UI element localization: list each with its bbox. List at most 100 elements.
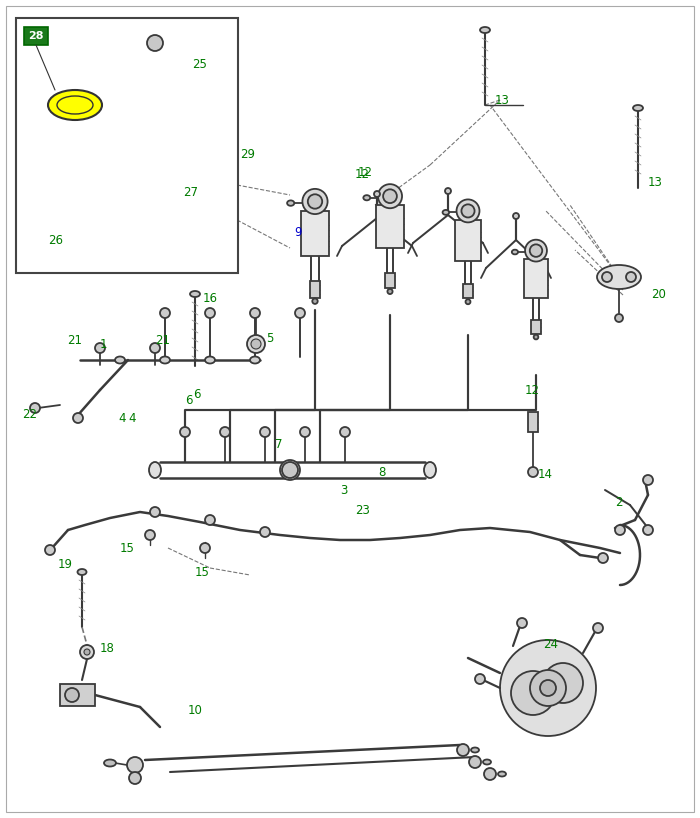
Text: 12: 12 — [525, 384, 540, 397]
Text: 10: 10 — [188, 703, 203, 717]
Bar — [524, 259, 549, 298]
Text: 20: 20 — [651, 289, 666, 302]
Circle shape — [517, 618, 527, 628]
Circle shape — [220, 427, 230, 437]
Circle shape — [30, 403, 40, 413]
Circle shape — [615, 314, 623, 322]
Circle shape — [180, 427, 190, 437]
Circle shape — [205, 308, 215, 318]
Ellipse shape — [250, 357, 260, 363]
Circle shape — [469, 756, 481, 768]
Text: 6: 6 — [185, 393, 193, 407]
Ellipse shape — [280, 460, 300, 480]
Text: 4: 4 — [128, 411, 136, 425]
Circle shape — [300, 427, 310, 437]
Bar — [385, 272, 396, 288]
Ellipse shape — [424, 462, 436, 478]
Text: 6: 6 — [193, 389, 200, 402]
Bar — [463, 284, 473, 299]
Circle shape — [387, 289, 393, 294]
Circle shape — [205, 515, 215, 525]
Text: 13: 13 — [648, 177, 663, 190]
Text: 19: 19 — [58, 559, 73, 572]
Text: 13: 13 — [495, 93, 510, 106]
Circle shape — [200, 543, 210, 553]
Circle shape — [84, 649, 90, 655]
Bar — [300, 211, 330, 256]
Circle shape — [251, 339, 261, 349]
Circle shape — [45, 545, 55, 555]
Circle shape — [340, 427, 350, 437]
Ellipse shape — [115, 357, 125, 363]
Circle shape — [484, 768, 496, 780]
FancyBboxPatch shape — [24, 27, 48, 45]
Circle shape — [525, 240, 547, 262]
Circle shape — [65, 688, 79, 702]
Circle shape — [150, 507, 160, 517]
Circle shape — [461, 204, 475, 218]
Circle shape — [513, 213, 519, 219]
Circle shape — [456, 200, 480, 222]
Circle shape — [445, 188, 451, 194]
Ellipse shape — [78, 569, 87, 575]
Circle shape — [308, 195, 322, 209]
Text: 5: 5 — [266, 332, 274, 345]
Ellipse shape — [160, 357, 170, 363]
Circle shape — [302, 189, 328, 214]
Circle shape — [540, 680, 556, 696]
Text: 18: 18 — [100, 641, 115, 654]
Bar — [148, 135, 162, 160]
Circle shape — [95, 343, 105, 353]
Bar — [531, 320, 540, 334]
Circle shape — [80, 645, 94, 659]
Circle shape — [312, 299, 318, 304]
Circle shape — [500, 640, 596, 736]
Text: 29: 29 — [240, 149, 255, 161]
Circle shape — [615, 525, 625, 535]
Circle shape — [150, 343, 160, 353]
Text: 3: 3 — [340, 483, 347, 497]
Ellipse shape — [480, 27, 490, 33]
Text: 9: 9 — [294, 226, 302, 239]
Circle shape — [378, 184, 402, 209]
Circle shape — [145, 530, 155, 540]
Circle shape — [147, 35, 163, 51]
Text: 15: 15 — [120, 542, 135, 555]
Ellipse shape — [146, 163, 164, 171]
Circle shape — [626, 272, 636, 282]
Bar — [16, 18, 238, 273]
Circle shape — [295, 308, 305, 318]
Ellipse shape — [190, 291, 200, 297]
Circle shape — [73, 413, 83, 423]
Text: 22: 22 — [22, 408, 37, 421]
Circle shape — [466, 299, 470, 304]
Text: 26: 26 — [48, 233, 63, 246]
Ellipse shape — [287, 200, 294, 206]
Bar — [60, 684, 95, 706]
Circle shape — [533, 335, 538, 339]
Text: 21: 21 — [67, 334, 82, 347]
Circle shape — [250, 308, 260, 318]
Bar — [146, 53, 164, 108]
Circle shape — [602, 272, 612, 282]
Circle shape — [141, 29, 169, 57]
Text: 25: 25 — [192, 59, 207, 71]
Ellipse shape — [149, 462, 161, 478]
Circle shape — [260, 427, 270, 437]
Circle shape — [374, 191, 380, 197]
Ellipse shape — [442, 210, 449, 215]
Text: 12: 12 — [355, 169, 370, 182]
Text: 28: 28 — [28, 31, 43, 41]
Circle shape — [593, 623, 603, 633]
Ellipse shape — [512, 249, 518, 254]
Bar — [528, 412, 538, 432]
Ellipse shape — [121, 44, 129, 50]
Ellipse shape — [363, 196, 370, 200]
Ellipse shape — [67, 217, 76, 223]
Ellipse shape — [66, 127, 78, 133]
Circle shape — [598, 553, 608, 563]
Circle shape — [127, 757, 143, 773]
Text: 23: 23 — [355, 504, 370, 516]
Text: 4: 4 — [118, 411, 125, 425]
Text: 21: 21 — [155, 334, 170, 347]
